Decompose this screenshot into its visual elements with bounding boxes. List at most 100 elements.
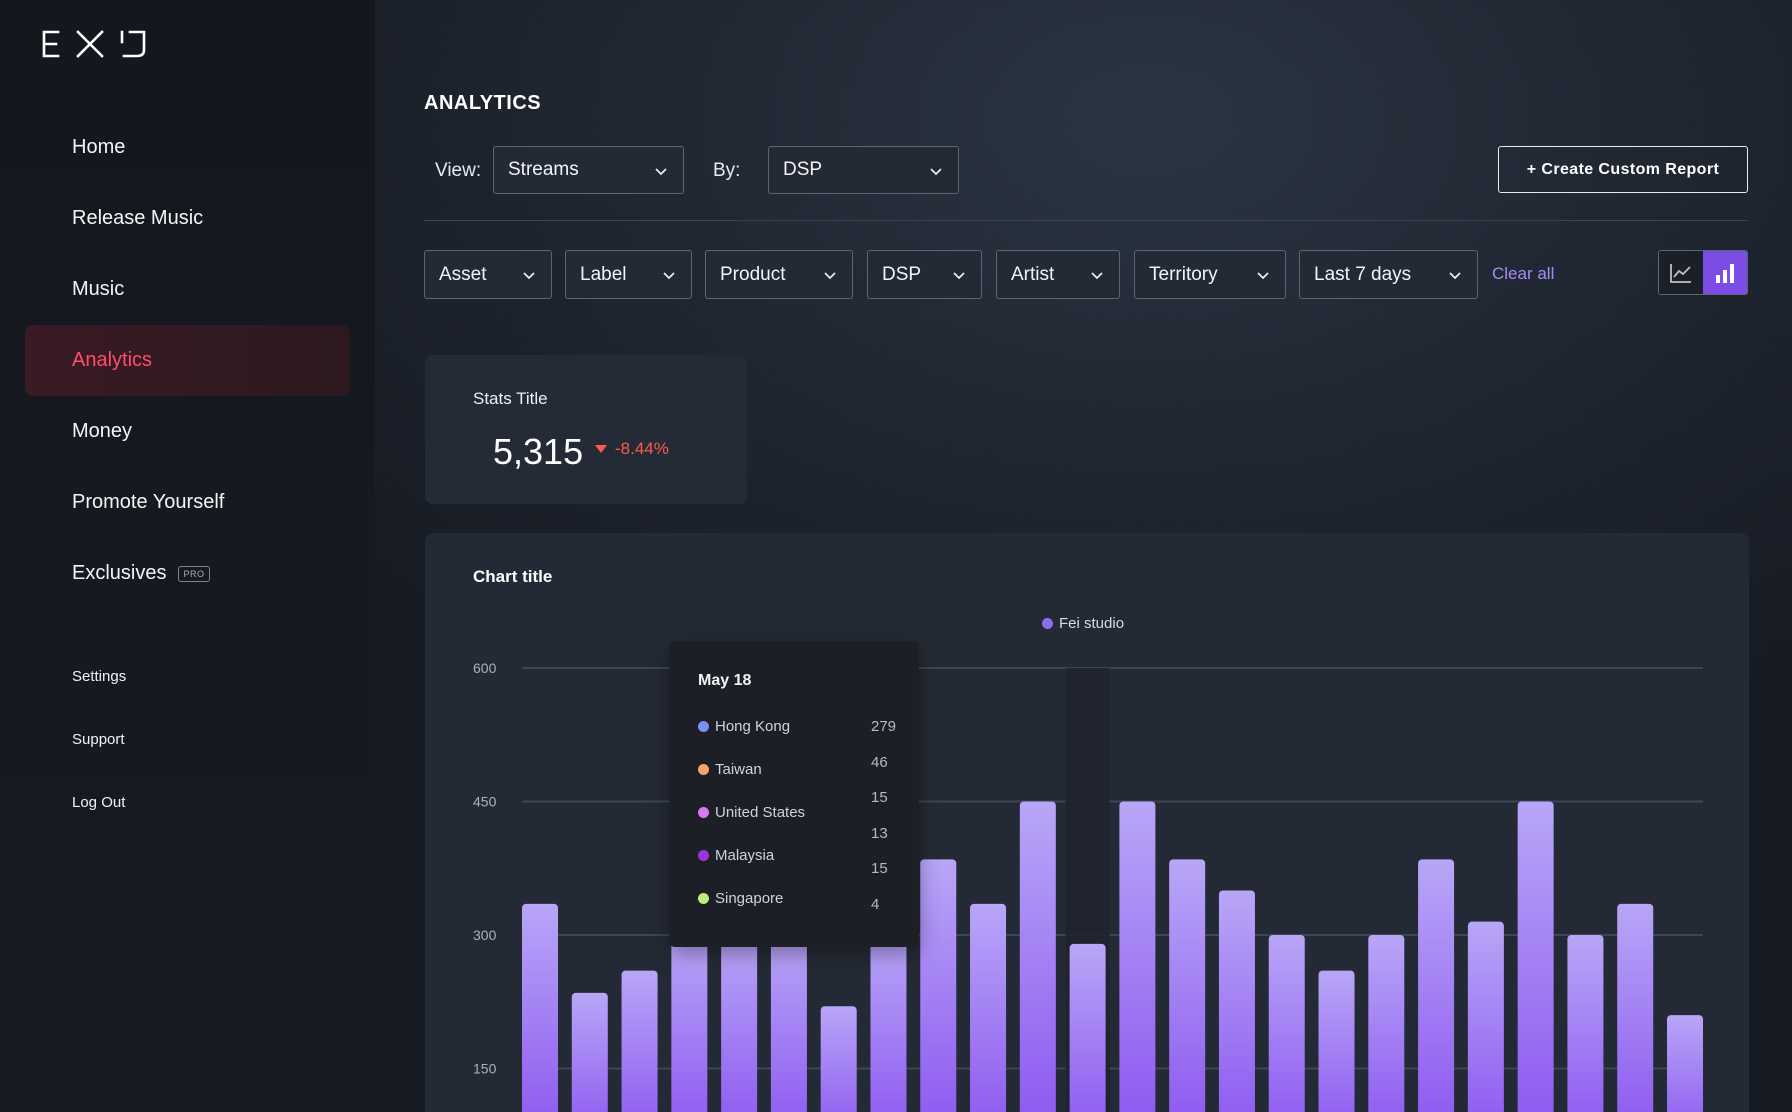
tooltip-row-value: 15 [871, 860, 888, 877]
sidebar-item-promote-yourself[interactable]: Promote Yourself [25, 467, 350, 538]
stats-value: 5,315 [493, 431, 584, 472]
chart-bar[interactable] [1368, 935, 1405, 1112]
filter-dsp[interactable]: DSP [867, 250, 982, 299]
filter-label-select[interactable]: Label [565, 250, 692, 299]
filter-bar: Asset Label Product DSP Artist Territory… [424, 250, 1748, 299]
line-chart-toggle[interactable] [1659, 251, 1703, 294]
chevron-down-icon [1449, 272, 1461, 280]
chart-bar[interactable] [571, 992, 608, 1112]
chart-bar[interactable] [1119, 801, 1156, 1112]
chart-bar[interactable] [1567, 935, 1604, 1112]
sidebar-item-settings[interactable]: Settings [72, 645, 126, 708]
chart-bar[interactable] [1467, 921, 1504, 1112]
tooltip-row-label: United States [715, 804, 806, 821]
view-select[interactable]: Streams [493, 146, 684, 194]
sidebar-item-label: Money [72, 420, 133, 442]
filter-label: Territory [1149, 263, 1218, 285]
tooltip-dot [698, 850, 709, 861]
chevron-down-icon [655, 168, 667, 176]
chart-bar[interactable] [1169, 859, 1206, 1112]
chart-bar[interactable] [522, 903, 558, 1112]
chart-bar[interactable] [1218, 890, 1255, 1112]
sidebar-item-log-out[interactable]: Log Out [72, 771, 126, 834]
chart-type-toggle [1658, 250, 1748, 295]
chart-card: 600 450 300 150 Chart title Fei studio [425, 533, 1749, 1112]
caret-down-icon [595, 445, 607, 453]
stats-title: Stats Title [473, 389, 548, 408]
tooltip-dot [698, 764, 709, 775]
bar-chart: 600 450 300 150 [473, 660, 1703, 1112]
view-toolbar: View: Streams By: DSP + Create Custom Re… [424, 146, 1748, 194]
sidebar-item-home[interactable]: Home [25, 112, 350, 183]
tooltip-dot [698, 893, 709, 904]
sidebar-item-music[interactable]: Music [25, 254, 350, 325]
filter-artist[interactable]: Artist [996, 250, 1120, 299]
sidebar-secondary-nav: Settings Support Log Out [72, 645, 126, 834]
chart-bar[interactable] [1268, 935, 1305, 1112]
pro-badge: PRO [178, 565, 210, 582]
sidebar-item-label: Log Out [72, 794, 126, 811]
chart-bar[interactable] [671, 935, 708, 1112]
sidebar-item-money[interactable]: Money [25, 396, 350, 467]
create-custom-report-button[interactable]: + Create Custom Report [1498, 146, 1748, 193]
sidebar-item-label: Support [72, 731, 125, 748]
filter-asset[interactable]: Asset [424, 250, 552, 299]
chart-bar[interactable] [1318, 970, 1355, 1112]
view-label: View: [435, 160, 482, 181]
divider [424, 220, 1748, 221]
sidebar-item-label: Promote Yourself [72, 491, 225, 513]
chart-bar[interactable] [1517, 801, 1554, 1112]
chart-bar[interactable] [1418, 859, 1455, 1112]
chart-bar[interactable] [870, 935, 907, 1112]
chevron-down-icon [930, 168, 942, 176]
chart-bar[interactable] [1667, 1015, 1703, 1112]
exd-logo-icon[interactable] [40, 28, 150, 60]
tooltip-row-value: 15 [871, 789, 888, 806]
tooltip-row-label: Taiwan [715, 761, 762, 778]
sidebar-item-label: Analytics [72, 349, 153, 371]
sidebar-item-label: Home [72, 136, 126, 158]
filter-label: Label [580, 263, 627, 285]
chart-bar[interactable] [1617, 903, 1654, 1112]
chart-bar[interactable] [1069, 943, 1106, 1112]
sidebar-item-support[interactable]: Support [72, 708, 126, 771]
chevron-down-icon [663, 272, 675, 280]
sidebar: Home Release Music Music Analytics Money… [0, 0, 375, 1112]
bar-chart-icon [1716, 263, 1734, 283]
y-tick-label: 600 [473, 660, 497, 676]
line-chart-icon [1670, 263, 1691, 283]
filter-territory[interactable]: Territory [1134, 250, 1286, 299]
tooltip-row: United States [698, 804, 805, 821]
chart-bar[interactable] [721, 935, 758, 1112]
by-select[interactable]: DSP [768, 146, 959, 194]
sidebar-item-label: Music [72, 278, 125, 300]
filter-product[interactable]: Product [705, 250, 853, 299]
y-tick-label: 450 [473, 794, 497, 810]
chart-legend: Fei studio [1042, 615, 1124, 632]
chart-bar[interactable] [1019, 801, 1056, 1112]
bar-chart-toggle[interactable] [1703, 251, 1747, 294]
tooltip-row-value: 13 [871, 825, 888, 842]
main-content: ANALYTICS View: Streams By: DSP + Create… [424, 0, 1749, 1112]
clear-all-link[interactable]: Clear all [1492, 264, 1555, 283]
chevron-down-icon [523, 272, 535, 280]
view-select-value: Streams [508, 159, 579, 180]
filter-label: DSP [882, 263, 922, 285]
chevron-down-icon [953, 272, 965, 280]
chart-bar[interactable] [770, 935, 807, 1112]
chart-bar[interactable] [621, 970, 658, 1112]
chart-bar[interactable] [920, 859, 957, 1112]
filter-label: Artist [1011, 263, 1055, 285]
chart-title: Chart title [473, 567, 553, 586]
sidebar-item-exclusives[interactable]: Exclusives PRO [25, 538, 350, 609]
sidebar-item-release-music[interactable]: Release Music [25, 183, 350, 254]
chart-bar[interactable] [820, 1006, 857, 1112]
filter-date-range[interactable]: Last 7 days [1299, 250, 1478, 299]
tooltip-title: May 18 [698, 672, 752, 689]
sidebar-item-analytics[interactable]: Analytics [25, 325, 350, 396]
tooltip-row-label: Malaysia [715, 847, 775, 864]
by-select-value: DSP [783, 159, 823, 180]
tooltip-row-label: Hong Kong [715, 718, 791, 735]
chart-bar[interactable] [970, 903, 1007, 1112]
stats-change: -8.44% [595, 439, 669, 459]
